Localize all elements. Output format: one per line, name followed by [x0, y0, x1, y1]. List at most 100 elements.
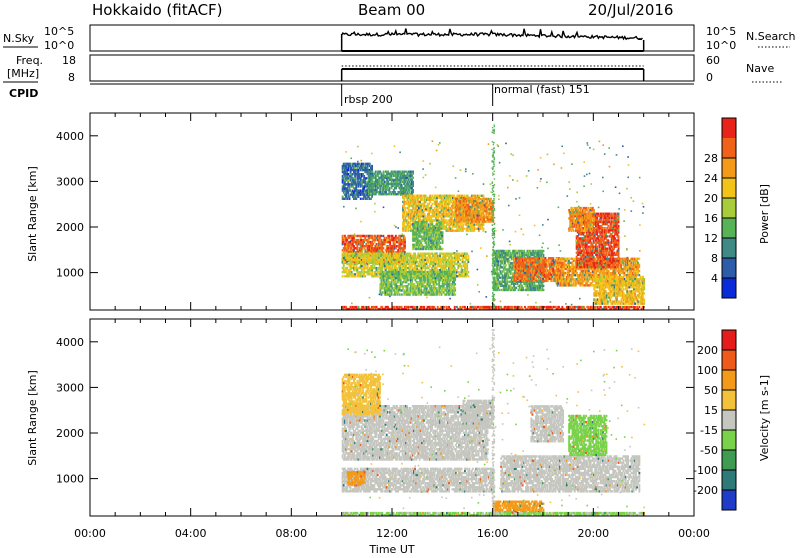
power-cell: [379, 289, 381, 291]
power-cell: [346, 198, 348, 200]
power-cell: [480, 214, 482, 216]
power-cell: [399, 293, 401, 295]
power-cell: [344, 185, 346, 187]
power-cell: [394, 191, 396, 193]
power-cell: [413, 217, 415, 219]
power-cell: [443, 217, 445, 219]
power-cell: [368, 173, 370, 175]
power-cell: [506, 283, 508, 285]
power-cell: [388, 189, 390, 191]
power-cell: [418, 213, 420, 215]
power-cell: [474, 214, 476, 216]
power-cell: [391, 187, 393, 189]
power-cell: [454, 277, 456, 279]
power-cell: [375, 239, 377, 241]
power-cell: [387, 257, 389, 259]
power-cell: [428, 285, 430, 287]
power-cell: [399, 245, 401, 247]
power-cell: [466, 214, 468, 216]
power-cell: [473, 210, 475, 212]
noise-series-line: [342, 29, 643, 40]
power-cell: [371, 269, 373, 271]
power-cell: [368, 243, 370, 245]
power-cell: [354, 275, 356, 277]
power-cell: [409, 261, 411, 263]
power-cell: [440, 227, 442, 229]
power-cell: [413, 259, 415, 261]
power-cell: [416, 203, 418, 205]
power-cell: [379, 237, 381, 239]
power-cell: [360, 194, 362, 196]
power-cell: [349, 187, 351, 189]
power-cell: [487, 202, 489, 204]
power-cell: [475, 195, 477, 197]
power-cell: [515, 287, 517, 289]
power-cell: [459, 225, 461, 227]
power-cell: [474, 202, 476, 204]
power-cell: [451, 273, 453, 275]
power-cell: [347, 167, 349, 169]
power-cell: [506, 270, 508, 272]
power-cell: [433, 199, 435, 201]
power-cell: [442, 223, 444, 225]
power-cell: [479, 228, 481, 230]
power-cell: [490, 198, 492, 200]
power-cell: [395, 247, 397, 249]
power-cell: [406, 281, 408, 283]
power-cell: [346, 171, 348, 173]
power-cell: [404, 247, 406, 249]
power-cell: [362, 198, 364, 200]
power-cell: [417, 205, 419, 207]
power-cell: [402, 287, 404, 289]
power-cell: [368, 255, 370, 257]
power-cell: [410, 177, 412, 179]
power-cell: [516, 252, 518, 254]
power-cell: [444, 283, 446, 285]
power-cell: [381, 279, 383, 281]
power-cell: [356, 249, 358, 251]
power-cell: [359, 259, 361, 261]
power-cell: [480, 208, 482, 210]
power-cell: [424, 273, 426, 275]
power-cell: [361, 263, 363, 265]
power-cell: [462, 225, 464, 227]
power-cell: [355, 198, 357, 200]
power-cell: [406, 221, 408, 223]
power-cell: [481, 206, 483, 208]
power-cell: [437, 209, 439, 211]
power-cell: [427, 205, 429, 207]
power-cell: [345, 269, 347, 271]
power-cell: [356, 263, 358, 265]
power-cell: [363, 235, 365, 237]
power-cell: [413, 244, 415, 246]
power-cell: [434, 293, 436, 295]
power-cell: [342, 181, 344, 183]
power-cell: [402, 259, 404, 261]
power-cell: [405, 171, 407, 173]
power-cell: [420, 242, 422, 244]
power-cell: [426, 287, 428, 289]
power-cell: [439, 246, 441, 248]
power-cell: [500, 270, 502, 272]
nave-label: Nave: [746, 62, 774, 75]
power-cell: [449, 211, 451, 213]
power-cell: [379, 187, 381, 189]
power-cell: [391, 293, 393, 295]
power-cell: [429, 255, 431, 257]
power-cell: [535, 289, 537, 291]
power-cell: [397, 263, 399, 265]
power-cell: [410, 213, 412, 215]
power-cell: [459, 220, 461, 222]
power-cell: [417, 225, 419, 227]
power-cell: [389, 287, 391, 289]
power-cell: [435, 281, 437, 283]
power-cell: [404, 271, 406, 273]
power-cell: [417, 211, 419, 213]
power-cell: [438, 240, 440, 242]
power-cell: [475, 210, 477, 212]
power-cell: [523, 250, 525, 252]
power-cell: [507, 289, 509, 291]
power-cell: [399, 287, 401, 289]
power-cell: [388, 235, 390, 237]
